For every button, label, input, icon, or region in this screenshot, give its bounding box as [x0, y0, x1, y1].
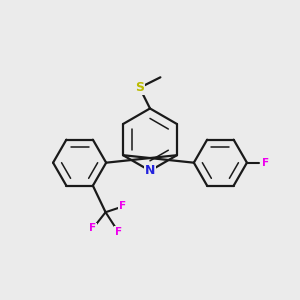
Text: F: F	[262, 158, 269, 168]
Text: F: F	[119, 201, 126, 212]
Text: F: F	[115, 227, 122, 237]
Text: N: N	[145, 164, 155, 177]
Text: S: S	[135, 81, 144, 94]
Text: F: F	[89, 224, 96, 233]
